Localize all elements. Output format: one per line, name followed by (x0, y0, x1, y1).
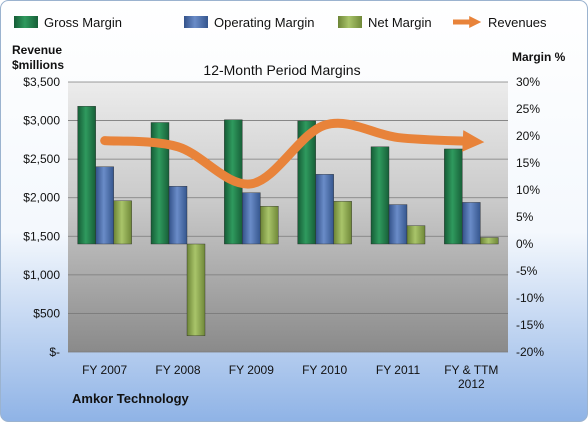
left-tick-label: $2,000 (23, 191, 60, 205)
right-axis-title: Margin % (512, 50, 566, 64)
revenues-series (100, 118, 485, 189)
net-margin-bar (406, 225, 426, 245)
right-axis-ticks: -20% -15% -10% -5% 0% 5% 10% 15% 20% 25% 30% (516, 75, 544, 359)
legend-swatch-operating-margin (184, 16, 208, 28)
left-tick-label: $500 (33, 306, 60, 320)
net-margin-bar (113, 200, 132, 245)
category-axis: FY 2007 FY 2008 FY 2009 FY 2010 FY 2011 FY & … (82, 363, 498, 391)
right-tick-label: 30% (516, 75, 540, 89)
category-label: FY 2009 (229, 363, 274, 377)
plot-area (68, 82, 508, 352)
left-tick-label: $1,000 (23, 268, 60, 282)
legend-swatch-net-margin (338, 16, 362, 28)
category-label: FY 2010 (302, 363, 347, 377)
legend-swatch-gross-margin (14, 16, 38, 28)
net-margin-bar (260, 205, 279, 245)
right-tick-label: 25% (516, 102, 540, 116)
right-tick-label: 5% (516, 210, 534, 224)
right-tick-label: -15% (516, 318, 544, 332)
chart-title: 12-Month Period Margins (203, 62, 360, 78)
left-tick-label: $1,500 (23, 229, 60, 243)
right-tick-label: 10% (516, 183, 540, 197)
left-tick-label: $- (49, 345, 60, 359)
left-axis-title-line-1: Revenue (12, 43, 62, 57)
company-name: Amkor Technology (72, 391, 190, 406)
legend-label-net-margin: Net Margin (368, 15, 432, 30)
revenues-line (100, 118, 485, 189)
operating-margin-bar (242, 192, 261, 245)
operating-margin-bar (168, 186, 188, 245)
net-margin-bar (480, 237, 499, 245)
bars (77, 106, 499, 337)
net-margin-bar (186, 243, 206, 337)
operating-margin-bar (388, 204, 408, 245)
category-label: FY 2008 (155, 363, 200, 377)
operating-margin-bar (462, 202, 481, 245)
legend-label-operating-margin: Operating Margin (214, 15, 314, 30)
category-label: FY 2011 (376, 363, 421, 377)
net-margin-bar (333, 201, 352, 245)
left-tick-label: $2,500 (23, 152, 60, 166)
right-tick-label: 0% (516, 237, 534, 251)
category-label: 2012 (458, 377, 485, 391)
left-axis-ticks: $- $500 $1,000 $1,500 $2,000 $2,500 $3,000 $3,5… (23, 75, 60, 359)
gross-margin-bar (444, 148, 463, 245)
gross-margin-bar (150, 122, 170, 245)
right-tick-label: -10% (516, 291, 544, 305)
gross-margin-bar (370, 146, 390, 245)
operating-margin-bar (315, 174, 334, 245)
left-axis-title-line-2: $millions (12, 58, 64, 72)
category-label: FY & TTM (444, 363, 498, 377)
right-tick-label: -20% (516, 345, 544, 359)
right-tick-label: -5% (516, 264, 538, 278)
right-tick-label: 20% (516, 129, 540, 143)
legend: Gross Margin Operating Margin Net Margin… (14, 15, 547, 30)
left-tick-label: $3,500 (23, 75, 60, 89)
operating-margin-bar (95, 166, 114, 245)
gross-margin-bar (77, 106, 96, 245)
legend-label-gross-margin: Gross Margin (44, 15, 122, 30)
left-tick-label: $3,000 (23, 114, 60, 128)
category-label: FY 2007 (82, 363, 127, 377)
right-tick-label: 15% (516, 156, 540, 170)
legend-label-revenues: Revenues (488, 15, 547, 30)
